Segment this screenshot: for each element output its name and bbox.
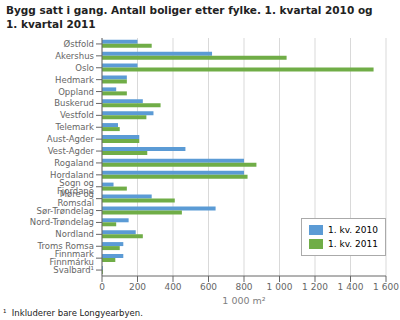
svg-text:1 400: 1 400: [338, 282, 364, 292]
svg-text:200: 200: [129, 282, 146, 292]
svg-text:Aust-Agder: Aust-Agder: [47, 134, 95, 144]
svg-text:400: 400: [164, 282, 181, 292]
svg-text:Oppland: Oppland: [58, 87, 94, 97]
svg-text:Vestfold: Vestfold: [60, 110, 94, 120]
svg-text:600: 600: [200, 282, 217, 292]
svg-text:Akershus: Akershus: [55, 51, 94, 61]
svg-text:Rogaland: Rogaland: [54, 158, 94, 168]
svg-text:Nordland: Nordland: [55, 229, 94, 239]
svg-text:Nord-Trøndelag: Nord-Trøndelag: [30, 217, 94, 227]
svg-text:Oslo: Oslo: [75, 63, 94, 73]
svg-text:1 000: 1 000: [267, 282, 293, 292]
svg-text:Østfold: Østfold: [64, 39, 94, 49]
svg-text:1 200: 1 200: [302, 282, 328, 292]
svg-text:Hedmark: Hedmark: [55, 75, 94, 85]
svg-text:Buskerud: Buskerud: [54, 98, 94, 108]
svg-text:Sogn ogFjordane: Sogn ogFjordane: [57, 178, 94, 197]
svg-text:Troms Romsa: Troms Romsa: [36, 241, 94, 251]
svg-text:0: 0: [99, 282, 105, 292]
svg-text:1 600: 1 600: [373, 282, 392, 292]
svg-text:Vest-Agder: Vest-Agder: [48, 146, 95, 156]
svg-text:1 000 m²: 1 000 m²: [222, 295, 265, 306]
svg-text:FinnmarkFinnmárku: FinnmarkFinnmárku: [50, 249, 95, 267]
svg-text:800: 800: [235, 282, 252, 292]
svg-text:Hordaland: Hordaland: [50, 170, 94, 180]
svg-text:Telemark: Telemark: [55, 122, 95, 132]
